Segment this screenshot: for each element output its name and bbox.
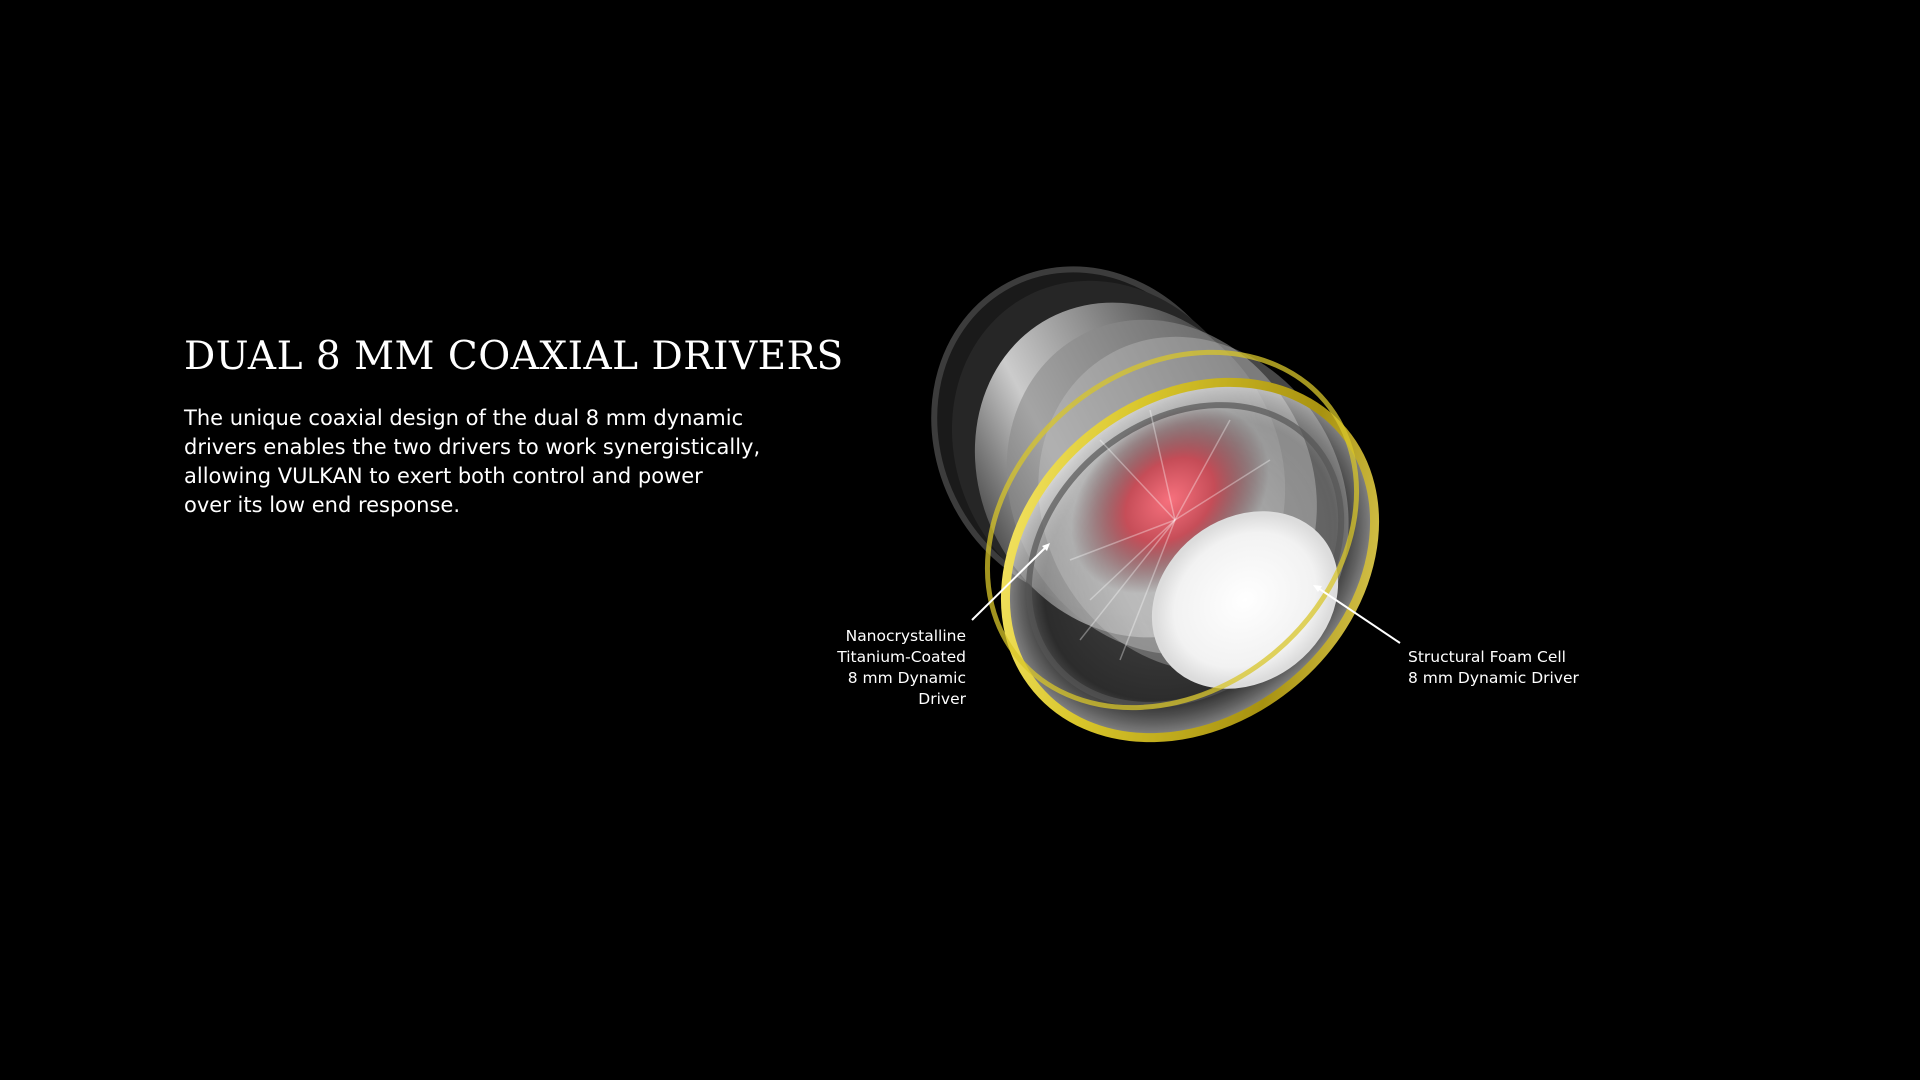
section-title: DUAL 8 MM COAXIAL DRIVERS: [184, 334, 844, 379]
callout-arrow-left: [1042, 543, 1050, 551]
callout-label-line: Nanocrystalline: [845, 627, 966, 645]
description-line: over its low end response.: [184, 493, 461, 517]
callout-label-line: Structural Foam Cell: [1408, 648, 1566, 666]
callout-label-line: 8 mm Dynamic Driver: [1408, 669, 1579, 687]
description-line: The unique coaxial design of the dual 8 …: [184, 406, 744, 430]
callout-arrow-right: [1313, 585, 1322, 592]
callout-label-line: 8 mm Dynamic: [847, 669, 966, 687]
driver-front-face: [984, 349, 1380, 743]
callout-line-right: [1317, 587, 1401, 644]
callout-label-titanium-driver: Nanocrystalline Titanium-Coated 8 mm Dyn…: [837, 626, 966, 710]
callout-label-foam-driver: Structural Foam Cell 8 mm Dynamic Driver: [1408, 647, 1579, 689]
callout-label-line: Titanium-Coated: [837, 648, 966, 666]
callout-label-line: Driver: [918, 690, 966, 708]
description-line: drivers enables the two drivers to work …: [184, 435, 761, 459]
callout-line-left: [971, 545, 1048, 621]
description-line: allowing VULKAN to exert both control an…: [184, 464, 703, 488]
section-description: The unique coaxial design of the dual 8 …: [184, 404, 784, 520]
